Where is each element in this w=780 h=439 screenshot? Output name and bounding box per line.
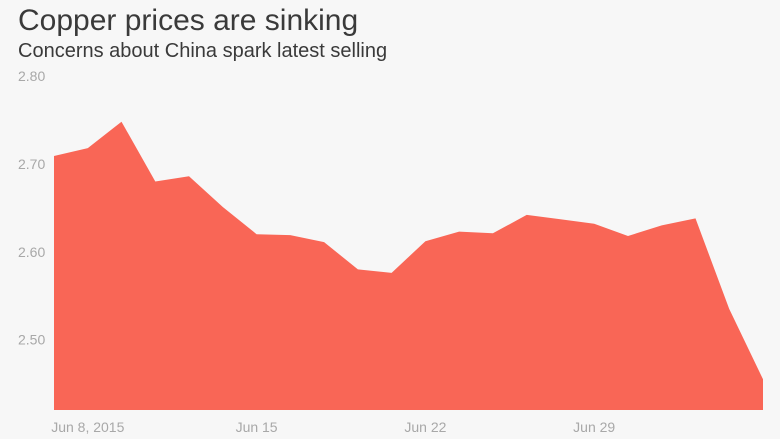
chart-subtitle: Concerns about China spark latest sellin… (18, 40, 388, 62)
y-axis: 2.50 2.60 2.70 2.80 (18, 68, 45, 348)
chart-title: Copper prices are sinking (18, 4, 359, 37)
x-tick-label: Jun 22 (404, 419, 446, 435)
y-tick-label: 2.70 (18, 156, 45, 172)
y-tick-label: 2.60 (18, 244, 45, 260)
area-layer (54, 121, 763, 410)
y-tick-label: 2.80 (18, 68, 45, 84)
x-tick-label: Jun 29 (573, 419, 615, 435)
y-tick-label: 2.50 (18, 332, 45, 348)
x-tick-label: Jun 15 (236, 419, 278, 435)
x-tick-label: Jun 8, 2015 (51, 419, 124, 435)
price-area (54, 121, 763, 410)
x-axis: Jun 8, 2015 Jun 15 Jun 22 Jun 29 (51, 419, 615, 435)
